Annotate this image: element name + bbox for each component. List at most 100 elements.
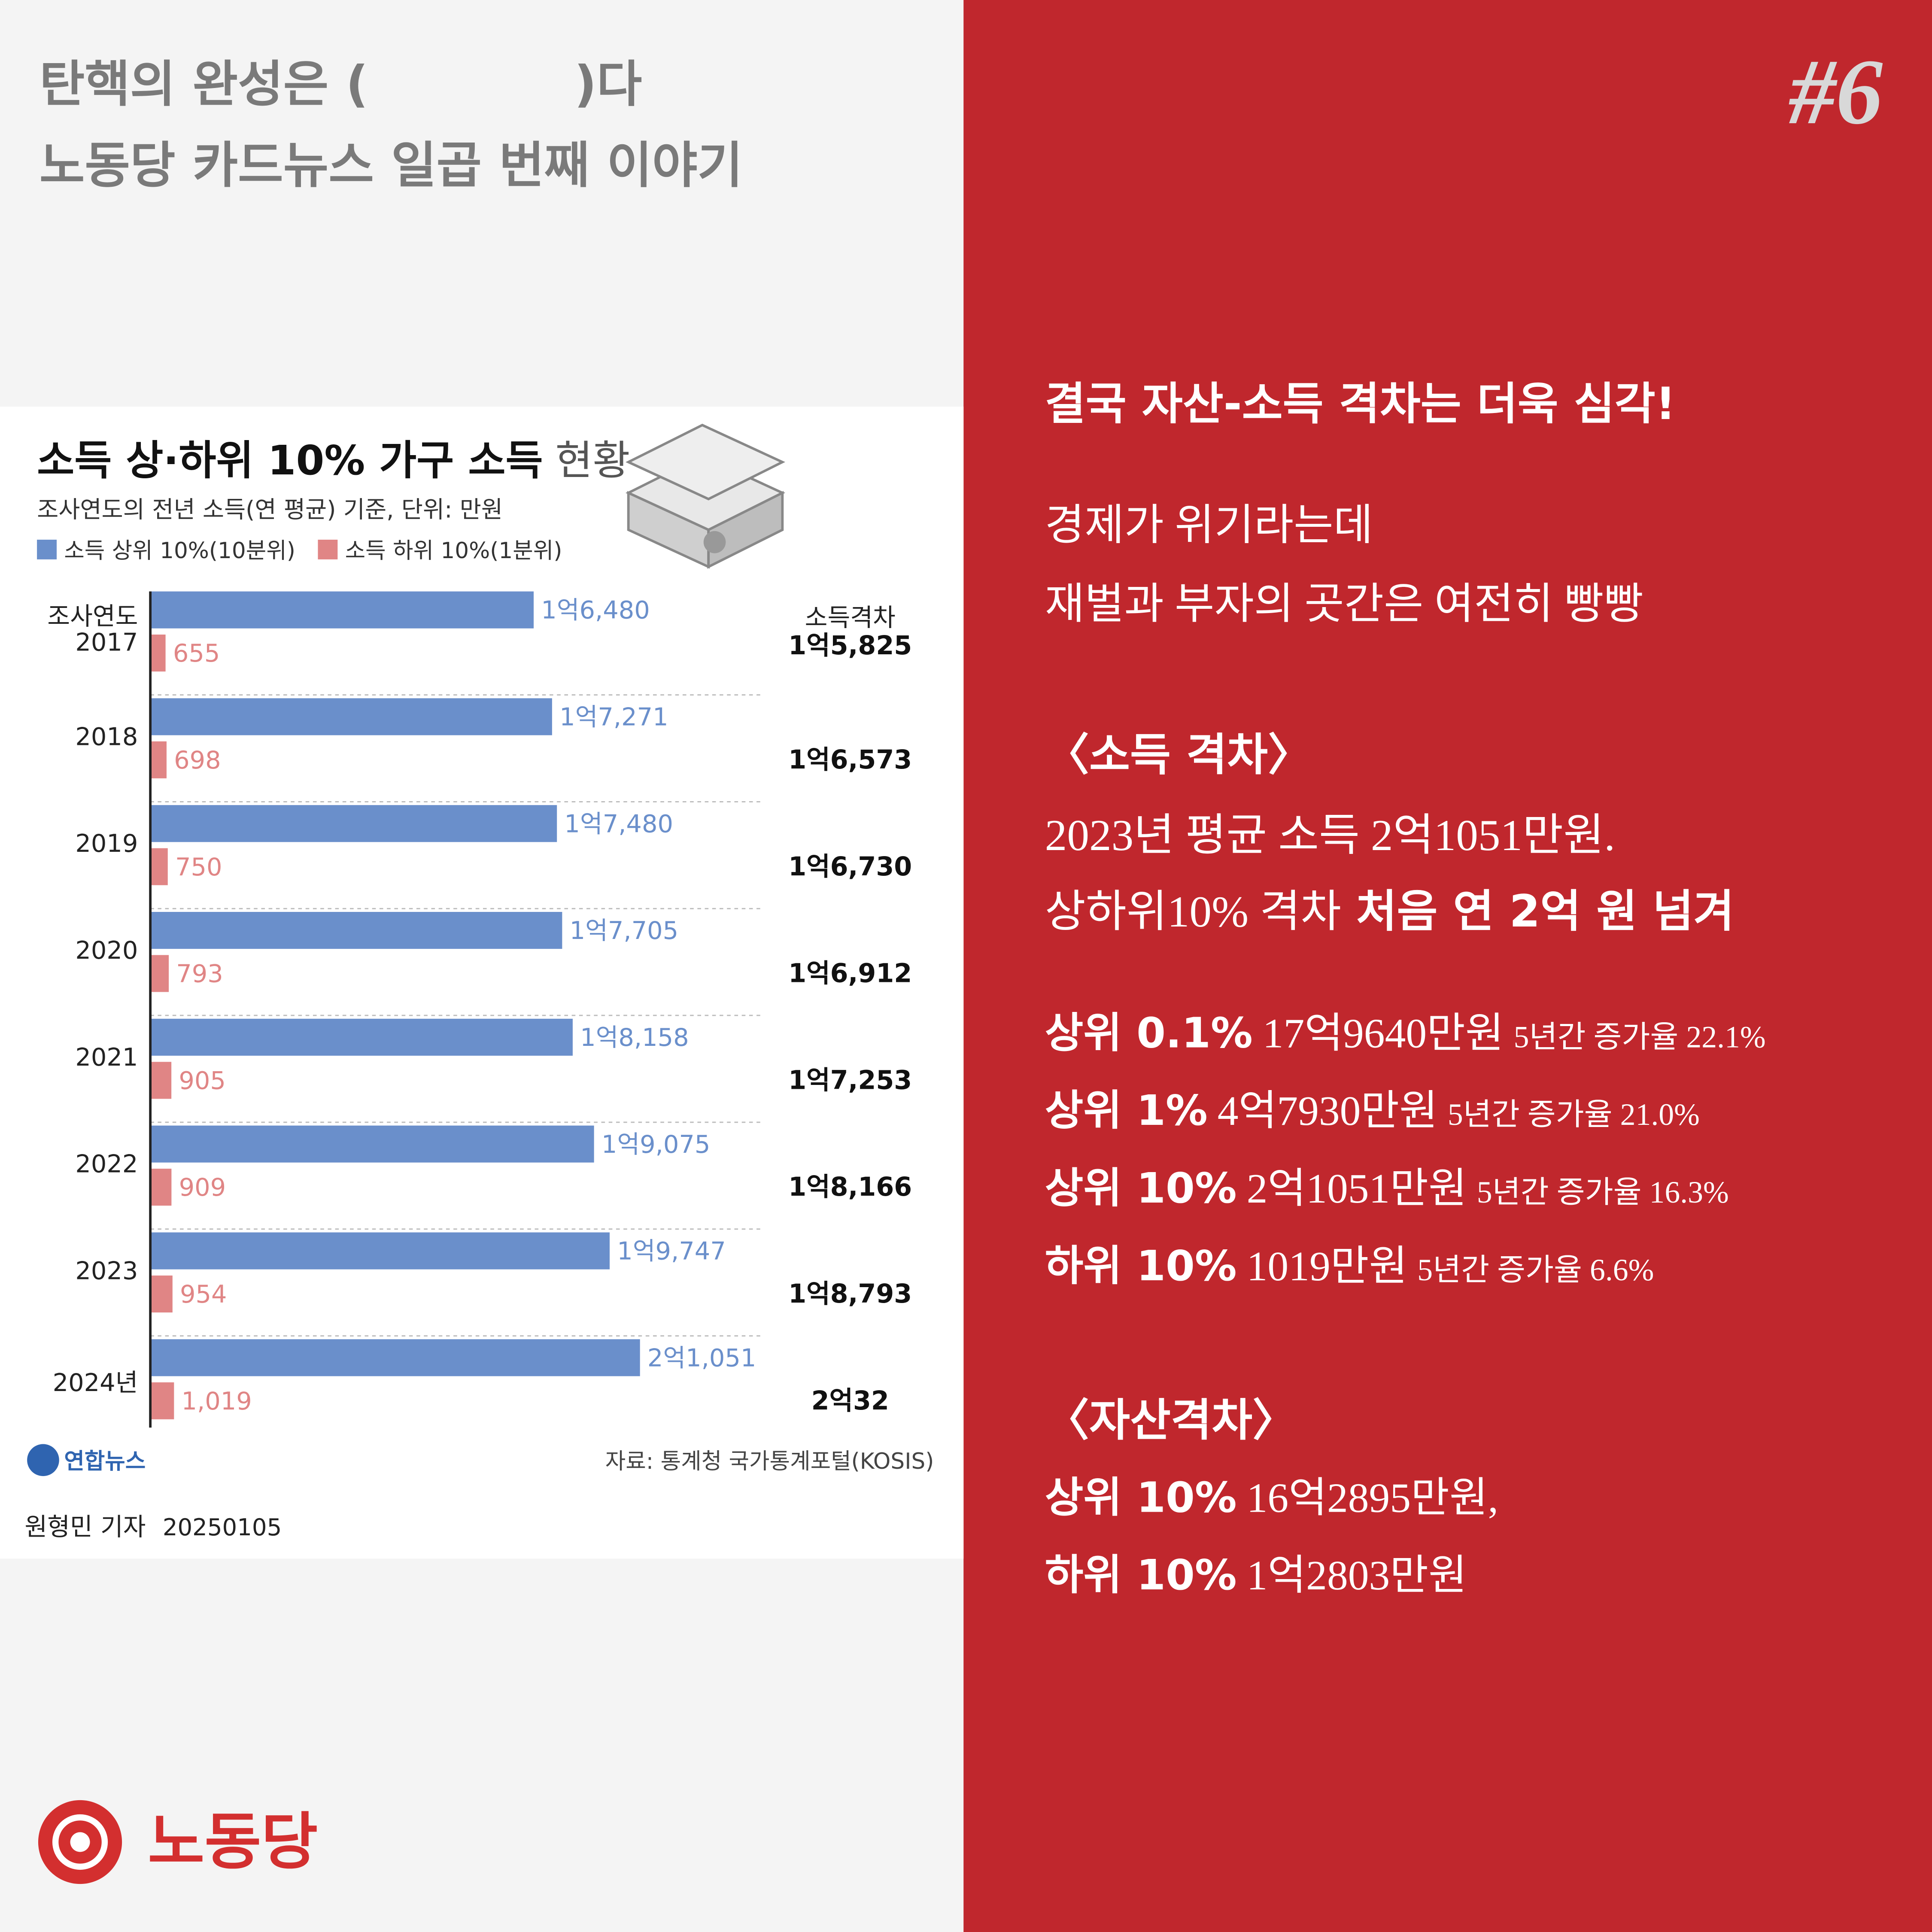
value-label: 750 [175,853,222,881]
bar [150,1062,172,1099]
asset-line: 상위 10% 16억2895만원, [1045,1473,1498,1522]
y-tick-label: 2024년 [53,1368,138,1397]
party-name: 노동당 [148,1806,318,1877]
asset-group: 상위 10% [1045,1473,1237,1522]
stat-amount: 2억1051만원 [1247,1166,1467,1212]
bar [150,1232,610,1270]
value-label: 1억9,747 [617,1237,726,1266]
income-highlight: 처음 연 2억 원 넘겨 [1356,886,1734,937]
gap-value: 1억7,253 [788,1065,912,1095]
agency: 연합뉴스 [64,1449,146,1474]
badge: #6 [1789,40,1883,144]
stat-group: 상위 10% [1045,1164,1237,1213]
bar [150,634,166,672]
gap-value: 2억32 [811,1386,889,1416]
stat-growth: 5년간 증가율 21.0% [1448,1097,1700,1132]
value-label: 1억8,158 [580,1023,689,1052]
legend-swatch [318,540,338,559]
asset-line: 하위 10% 1억2803만원 [1045,1551,1467,1600]
yonhap-logo [27,1444,59,1476]
stat-amount: 1019만원 [1247,1243,1408,1290]
section-heading: 〈자산격차〉 [1045,1394,1297,1446]
value-label: 1억6,480 [541,596,650,625]
value-label: 1억7,271 [559,703,668,732]
stat-group: 상위 0.1% [1045,1009,1253,1057]
bar [150,955,169,992]
gap-value: 1억8,793 [788,1279,912,1309]
stat-line: 하위 10% 1019만원 5년간 증가율 6.6% [1045,1242,1654,1291]
date: 20250105 [163,1513,282,1541]
reporter: 원형민 기자 [24,1513,146,1541]
stat-line: 상위 1% 4억7930만원 5년간 증가율 21.0% [1045,1086,1700,1135]
legend-label: 소득 상위 10%(10분위) [64,538,295,564]
value-label: 1억7,480 [564,809,673,838]
chart-subtitle: 조사연도의 전년 소득(연 평균) 기준, 단위: 만원 [37,495,503,523]
party-logo [38,1800,122,1884]
value-label: 2억1,051 [647,1343,756,1372]
bar [150,848,168,885]
money-icon [626,423,786,569]
asset-amount: 1억2803만원 [1247,1552,1467,1599]
value-label: 793 [176,960,223,988]
bar [150,1275,173,1313]
y-tick-label: 2018 [75,722,138,751]
chart-title-main: 소득 상·하위 10% 가구 소득 [37,437,543,484]
gap-column [769,591,927,1420]
bar [150,591,534,629]
bar [150,741,167,778]
right-panel [963,0,1932,1932]
intro-line: 경제가 위기라는데 [1045,501,1373,549]
bar [150,805,557,842]
legend-label: 소득 하위 10%(1분위) [345,538,562,564]
y-tick-label: 2022 [75,1150,138,1179]
y-tick-label: 2020 [75,936,138,965]
value-label: 1억7,705 [570,916,679,945]
stat-line: 상위 10% 2억1051만원 5년간 증가율 16.3% [1045,1164,1729,1213]
income-text: 상하위10% 격차 [1045,887,1341,936]
income-line: 상하위10% 격차 처음 연 2억 원 넘겨 [1045,886,1735,937]
y-tick-label: 2019 [75,829,138,858]
gap-value: 1억6,730 [788,852,912,882]
chart-title-suffix: 현황 [555,437,630,484]
stat-group: 하위 10% [1045,1242,1237,1291]
header-line1: 탄핵의 완성은 ( )다 [39,55,642,113]
bar [150,698,552,735]
value-label: 1,019 [182,1387,252,1416]
bar [150,1018,573,1056]
value-label: 698 [174,746,221,775]
chart-title: 소득 상·하위 10% 가구 소득 현황 [37,437,630,484]
value-label: 905 [179,1066,226,1095]
gap-value: 1억6,573 [788,745,912,775]
bar [150,1339,640,1376]
gap-value: 1억8,166 [788,1172,912,1202]
y-tick-label: 2017 [75,628,138,656]
value-label: 909 [179,1173,226,1202]
income-line: 2023년 평균 소득 2억1051만원. [1045,811,1615,860]
stat-group: 상위 1% [1045,1086,1208,1135]
bar [150,912,562,949]
intro-line: 재벌과 부자의 곳간은 여전히 빵빵 [1045,580,1643,628]
stat-line: 상위 0.1% 17억9640만원 5년간 증가율 22.1% [1045,1009,1766,1057]
value-label: 954 [180,1280,227,1309]
stat-growth: 5년간 증가율 16.3% [1477,1175,1729,1209]
source: 자료: 통계청 국가통계포털(KOSIS) [605,1449,934,1474]
y-axis-label: 조사연도 [47,602,138,631]
asset-amount: 16억2895만원, [1247,1475,1498,1521]
right-heading: 결국 자산-소득 격차는 더욱 심각! [1045,378,1676,430]
asset-group: 하위 10% [1045,1551,1237,1600]
bar [150,1382,174,1419]
stat-amount: 17억9640만원 [1263,1010,1504,1057]
gap-value: 1억5,825 [788,631,912,661]
stat-amount: 4억7930만원 [1218,1088,1438,1134]
bar [150,1169,172,1206]
gap-header: 소득격차 [805,603,896,632]
value-label: 1억9,075 [601,1130,711,1159]
section-heading: 〈소득 격차〉 [1045,729,1312,781]
bar [150,1125,594,1163]
gap-value: 1억6,912 [788,959,912,989]
header-line2: 노동당 카드뉴스 일곱 번째 이야기 [39,137,743,194]
value-label: 655 [173,639,220,668]
legend-swatch [37,540,57,559]
y-tick-label: 2023 [75,1257,138,1285]
